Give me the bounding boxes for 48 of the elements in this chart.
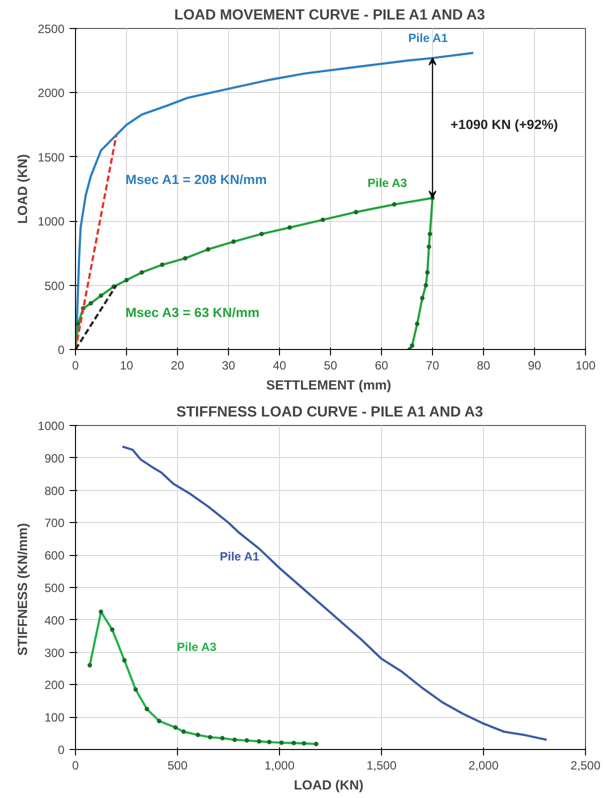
x-tick-label: 90	[528, 358, 542, 372]
x-tick-label: 2,000	[468, 758, 499, 772]
y-tick-label: 1500	[38, 150, 65, 164]
x-tick-label: 80	[476, 358, 490, 372]
x-tick-label: 70	[426, 358, 440, 372]
x-tick-label: 1,500	[366, 758, 397, 772]
annotation: +1090 KN (+92%)	[450, 117, 558, 132]
y-tick-label: 300	[44, 646, 65, 660]
y-tick-label: 2000	[38, 86, 65, 100]
y-tick-label: 700	[44, 516, 65, 530]
x-tick-label: 500	[167, 758, 188, 772]
series-label: Pile A1	[220, 550, 260, 564]
y-tick-label: 500	[44, 278, 65, 293]
y-tick-label: 0	[58, 743, 65, 757]
x-tick-label: 1,000	[264, 758, 295, 772]
x-tick-label: 10	[120, 358, 134, 372]
x-tick-label: 20	[170, 358, 184, 372]
x-tick-label: 30	[222, 358, 236, 372]
series-label: Pile A1	[408, 30, 448, 45]
x-axis-title: LOAD (KN)	[294, 778, 364, 792]
y-axis-title: LOAD (KN)	[14, 154, 30, 224]
y-tick-label: 0	[58, 343, 65, 357]
chart-title: STIFFNESS LOAD CURVE - PILE A1 AND A3	[176, 404, 484, 420]
y-tick-label: 1000	[38, 419, 65, 433]
x-tick-label: 2,500	[570, 758, 601, 772]
annotation: Msec A1 = 208 KN/mm	[126, 172, 268, 187]
y-tick-label: 100	[44, 710, 65, 725]
x-tick-label: 50	[324, 358, 338, 372]
text: Pile A3	[176, 640, 217, 654]
x-tick-label: 100	[575, 358, 596, 372]
x-tick-label: 0	[72, 758, 80, 772]
x-tick-label: 60	[374, 358, 388, 372]
annotation: Msec A3 = 63 KN/mm	[126, 305, 260, 320]
y-tick-label: 200	[44, 678, 65, 692]
y-tick-label: 400	[44, 613, 65, 628]
line-series	[121, 445, 548, 741]
series-label: Pile A3	[367, 176, 408, 190]
x-tick-label: 40	[272, 358, 286, 372]
x-tick-label: 0	[72, 358, 80, 372]
y-tick-label: 900	[44, 451, 65, 466]
y-tick-label: 800	[44, 484, 65, 498]
y-axis-title: STIFFNESS (KN/mm)	[14, 523, 30, 656]
y-tick-label: 2500	[38, 22, 65, 36]
y-tick-label: 600	[44, 548, 65, 563]
chart-title: LOAD MOVEMENT CURVE - PILE A1 AND A3	[174, 8, 486, 24]
y-tick-label: 1000	[38, 214, 65, 229]
x-axis-title: SETTLEMENT (mm)	[266, 378, 392, 392]
y-tick-label: 500	[44, 581, 65, 595]
